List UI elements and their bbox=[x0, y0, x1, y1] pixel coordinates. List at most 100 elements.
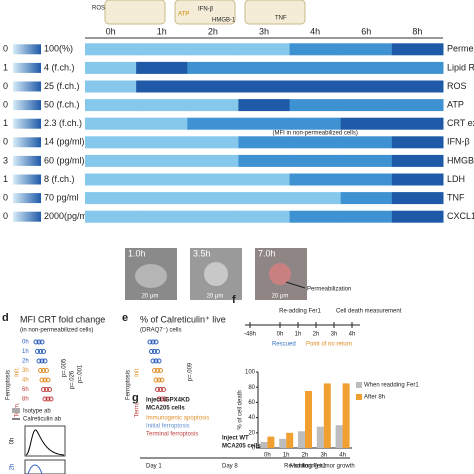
dot bbox=[156, 377, 162, 383]
panel-letter: e bbox=[122, 312, 128, 324]
scale-min: 0 bbox=[3, 81, 8, 91]
x-tick-label: 4h bbox=[339, 453, 346, 459]
heat-cell bbox=[136, 99, 188, 112]
inject-label: MCA205 cells bbox=[222, 444, 261, 450]
heat-cell bbox=[289, 61, 342, 74]
zone-label: Point of no return bbox=[306, 342, 352, 348]
legend-label: Calreticulin ab bbox=[23, 417, 62, 423]
bar bbox=[286, 432, 294, 448]
heat-cell bbox=[289, 173, 342, 186]
dot bbox=[47, 387, 52, 392]
dot bbox=[36, 358, 42, 364]
heat-cell bbox=[187, 136, 239, 149]
heat-cell bbox=[340, 210, 393, 223]
dot bbox=[158, 387, 163, 392]
scale-min: 3 bbox=[3, 155, 8, 165]
dot bbox=[155, 349, 160, 354]
heat-cell bbox=[85, 154, 137, 167]
heatmap: 0h1h2h3h4h6h8h0100(%)Permeabilization14 … bbox=[3, 26, 474, 223]
heat-cell bbox=[340, 154, 393, 167]
monitor-label: Monitoring tumor growth bbox=[290, 464, 355, 470]
x-axis-label: Re-adding Fer1 bbox=[284, 464, 326, 470]
y-tick-label: 20 bbox=[248, 430, 255, 436]
zone-label: Rescued bbox=[272, 342, 296, 348]
dot bbox=[158, 368, 163, 373]
time-label: 6h bbox=[361, 26, 371, 36]
dot bbox=[45, 396, 51, 402]
histogram-frame bbox=[24, 459, 66, 474]
scale-min: 1 bbox=[3, 62, 8, 72]
heat-cell bbox=[391, 61, 444, 74]
heat-cell bbox=[238, 61, 291, 74]
scale-bar bbox=[13, 62, 41, 73]
micrograph-time: 7.0h bbox=[258, 248, 276, 258]
x-tick-label: 2h bbox=[302, 453, 309, 459]
legend-label: Terminal ferroptosis bbox=[146, 432, 198, 438]
heat-cell bbox=[136, 61, 188, 74]
bar bbox=[335, 425, 343, 448]
panel-d: d MFI CRT fold change (in non-permeabili… bbox=[2, 312, 105, 474]
bar bbox=[342, 383, 350, 448]
row-label: ATP bbox=[447, 99, 464, 109]
heat-cell bbox=[340, 61, 393, 74]
legend-swatch bbox=[12, 408, 20, 413]
legend-label: When readding Fer1 bbox=[364, 383, 419, 389]
p-value: p=.009 bbox=[188, 362, 194, 381]
dot bbox=[152, 368, 157, 373]
dot bbox=[42, 377, 48, 383]
heat-cell bbox=[391, 154, 444, 167]
dot bbox=[48, 396, 54, 402]
panel-subtitle: (in non-permeabilized cells) bbox=[20, 328, 93, 334]
dot bbox=[150, 358, 156, 364]
dot bbox=[156, 396, 162, 402]
heat-cell bbox=[289, 192, 342, 205]
heat-cell bbox=[187, 43, 239, 56]
micrograph-time: 3.5h bbox=[193, 248, 211, 258]
cartoon-label: HMGB-1 bbox=[212, 18, 236, 24]
timeline-label: 4h bbox=[349, 332, 356, 338]
heat-cell bbox=[340, 99, 393, 112]
axis-label: Ferroptosis bbox=[126, 370, 132, 400]
heat-cell bbox=[85, 210, 137, 223]
heat-cell bbox=[289, 210, 342, 223]
heat-cell bbox=[85, 192, 137, 205]
y-tick-label: 40 bbox=[248, 415, 255, 421]
dot bbox=[39, 339, 45, 345]
time-label: 3h bbox=[22, 368, 29, 374]
panel-letter: d bbox=[2, 312, 9, 324]
heat-cell bbox=[289, 117, 342, 130]
legend-swatch bbox=[356, 394, 362, 400]
heat-cell bbox=[136, 154, 188, 167]
legend-label: After 8h bbox=[364, 395, 385, 401]
heat-cell bbox=[85, 61, 137, 74]
heat-cell bbox=[85, 117, 137, 130]
heat-cell bbox=[85, 136, 137, 149]
heat-cell bbox=[340, 173, 393, 186]
dot bbox=[155, 368, 160, 373]
row-note: (MFI in non-permeabilized cells) bbox=[272, 130, 357, 136]
heat-cell bbox=[340, 192, 393, 205]
heat-cell bbox=[238, 136, 291, 149]
y-axis-label: % of cell death bbox=[238, 390, 244, 429]
heat-cell bbox=[187, 192, 239, 205]
micrograph-time: 1.0h bbox=[128, 248, 146, 258]
heat-cell bbox=[85, 173, 137, 186]
inject-label: Inject WT bbox=[222, 436, 249, 442]
heat-cell bbox=[340, 117, 393, 130]
x-tick-label: 0h bbox=[264, 453, 271, 459]
time-label: 2h bbox=[208, 26, 218, 36]
heat-cell bbox=[289, 136, 342, 149]
heat-cell bbox=[391, 43, 444, 56]
row-label: Permeabilization bbox=[447, 44, 474, 54]
heat-cell bbox=[136, 173, 188, 186]
p-value: p=.001 bbox=[78, 364, 84, 383]
time-label: 1h bbox=[22, 349, 29, 355]
dot bbox=[161, 387, 166, 392]
scale-min: 0 bbox=[3, 137, 8, 147]
dot bbox=[153, 377, 159, 383]
scale-max: 25 (f.ch.) bbox=[44, 81, 80, 91]
scale-min: 0 bbox=[3, 211, 8, 221]
heat-cell bbox=[187, 173, 239, 186]
scale-min: 0 bbox=[3, 99, 8, 109]
